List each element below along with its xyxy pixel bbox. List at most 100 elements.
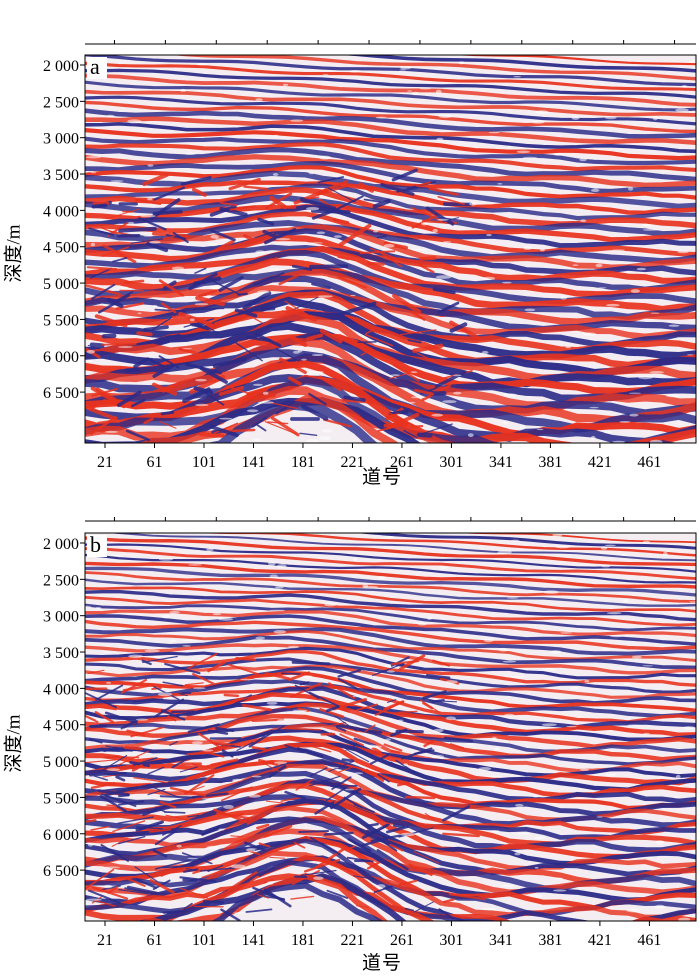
noise-stroke: [87, 669, 105, 675]
noise-stroke: [198, 432, 225, 438]
noise-stroke: [301, 404, 329, 421]
noise-stroke: [115, 775, 126, 782]
noise-stroke: [142, 172, 169, 187]
reflector-line: [85, 561, 696, 589]
noise-stroke: [255, 423, 267, 432]
noise-stroke: [383, 700, 405, 711]
noise-stroke: [169, 786, 207, 797]
reflector-line: [85, 289, 696, 348]
y-tick-label: 6 500: [43, 385, 79, 402]
reflector-line: [85, 780, 696, 835]
speckle: [251, 775, 262, 778]
speckle: [436, 218, 449, 221]
speckle: [445, 716, 456, 721]
speckle: [620, 554, 627, 556]
reflector-line: [85, 547, 696, 581]
speckle: [308, 242, 323, 244]
speckle: [655, 840, 665, 844]
noise-stroke: [192, 673, 215, 685]
reflector-line: [85, 578, 696, 607]
reflector-line: [198, 533, 696, 557]
reflector-line: [85, 619, 696, 651]
noise-stroke: [93, 775, 109, 781]
noise-stroke: [408, 863, 433, 877]
noise-stroke: [341, 758, 355, 763]
speckle: [182, 348, 192, 350]
noise-stroke: [370, 833, 405, 842]
noise-stroke: [187, 814, 200, 818]
speckle: [176, 844, 182, 848]
noise-stroke: [117, 750, 150, 766]
noise-stroke: [134, 198, 162, 206]
reflector-line: [451, 55, 696, 66]
noise-stroke: [97, 706, 117, 711]
speckle: [161, 614, 171, 619]
reflector-line: [85, 536, 696, 567]
speckle: [481, 907, 498, 911]
speckle: [95, 718, 101, 722]
noise-stroke: [308, 691, 341, 708]
speckle: [326, 766, 339, 769]
speckle: [311, 354, 324, 356]
noise-stroke: [412, 343, 444, 353]
speckle: [182, 645, 191, 647]
noise-stroke: [339, 733, 365, 747]
noise-stroke: [125, 429, 150, 442]
speckle: [534, 866, 539, 869]
reflector-line: [85, 355, 696, 425]
noise-stroke: [358, 182, 375, 193]
plot-frame: [84, 532, 697, 922]
speckle: [636, 267, 647, 271]
speckle: [324, 603, 337, 607]
speckle: [102, 651, 111, 653]
y-tick-label: 3 500: [43, 645, 79, 662]
noise-stroke: [154, 859, 190, 870]
noise-stroke: [383, 743, 403, 752]
speckle: [611, 249, 625, 252]
x-tick-label: 101: [192, 454, 216, 471]
speckle: [407, 401, 416, 404]
noise-stroke: [117, 835, 146, 845]
speckle: [106, 681, 112, 684]
speckle: [275, 586, 284, 589]
x-tick-label: 461: [637, 932, 661, 949]
noise-stroke: [258, 866, 275, 877]
noise-stroke: [332, 195, 364, 212]
noise-stroke: [345, 744, 358, 751]
noise-stroke: [136, 331, 153, 337]
speckle: [120, 286, 129, 289]
noise-stroke: [269, 856, 286, 859]
y-tick-label: 3 000: [43, 609, 79, 626]
noise-stroke: [319, 708, 345, 719]
speckle: [532, 795, 539, 798]
noise-stroke: [167, 715, 177, 722]
noise-stroke: [420, 423, 453, 435]
noise-stroke: [326, 889, 349, 899]
speckle: [430, 754, 445, 759]
speckle: [638, 375, 653, 380]
noise-stroke: [423, 739, 436, 748]
speckle: [90, 171, 97, 174]
noise-stroke: [184, 362, 223, 375]
noise-stroke: [89, 342, 105, 348]
noise-stroke: [86, 406, 118, 421]
speckle: [385, 738, 391, 741]
x-tick-label: 261: [390, 454, 414, 471]
speckle: [690, 59, 696, 63]
noise-stroke: [131, 398, 146, 408]
speckle: [152, 773, 163, 776]
speckle: [683, 726, 695, 730]
speckle: [262, 391, 269, 395]
speckle: [114, 576, 124, 578]
reflector-line: [85, 73, 696, 107]
noise-stroke: [298, 829, 330, 834]
y-tick-label: 4 500: [43, 240, 79, 257]
speckle: [401, 905, 409, 907]
noise-stroke: [85, 714, 99, 723]
speckle: [147, 164, 154, 167]
noise-stroke: [398, 654, 426, 671]
noise-stroke: [89, 267, 113, 279]
speckle: [232, 778, 243, 781]
noise-stroke: [89, 403, 99, 411]
noise-stroke: [178, 311, 213, 327]
